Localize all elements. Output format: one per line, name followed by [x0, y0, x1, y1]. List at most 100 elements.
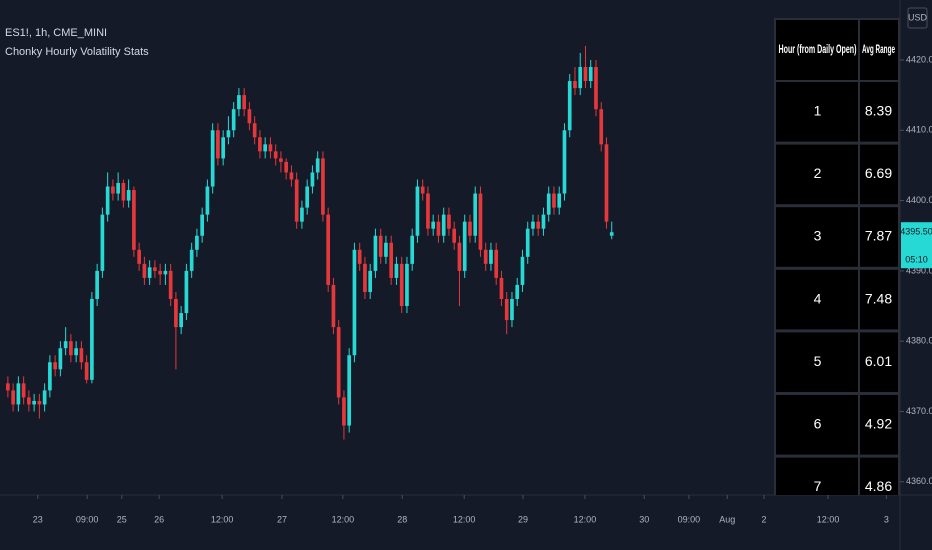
candle-body	[536, 221, 541, 229]
candle-body	[321, 158, 325, 215]
x-tick-label: 26	[154, 514, 164, 524]
candle-body	[258, 137, 262, 152]
candle-body	[599, 109, 604, 145]
candle-body	[137, 249, 141, 264]
candle-body	[184, 270, 189, 314]
candle-body	[247, 109, 252, 124]
candle-body	[473, 193, 478, 236]
candle-body	[273, 151, 278, 159]
candle-body	[111, 186, 115, 194]
candle-body	[16, 383, 21, 405]
candle-body	[210, 130, 215, 187]
candle-body	[478, 193, 483, 250]
candle-body	[326, 214, 331, 285]
y-tick-label: 4420.00	[906, 54, 932, 64]
candle-body	[189, 249, 194, 271]
candle-body	[53, 362, 57, 370]
candles	[6, 45, 614, 440]
candle-body	[373, 235, 378, 271]
candle-body	[441, 214, 446, 236]
table-avg-range: 6.01	[865, 353, 892, 369]
y-tick-label: 4400.00	[906, 195, 932, 205]
candle-body	[604, 144, 609, 222]
candle-body	[331, 284, 336, 328]
candle-body	[231, 109, 236, 131]
table-avg-range: 7.48	[865, 290, 892, 306]
candle-body	[252, 123, 257, 138]
table-cell	[860, 207, 898, 267]
candle-body	[42, 390, 47, 405]
table-avg-range: 8.39	[865, 103, 892, 119]
candle-body	[216, 130, 220, 159]
y-tick-label: 4380.00	[906, 336, 932, 346]
candle-body	[389, 242, 394, 278]
candle-body	[431, 221, 436, 229]
candle-body	[11, 390, 15, 405]
table-hour: 4	[814, 290, 822, 306]
x-tick-label: 27	[277, 514, 287, 524]
candle-body	[168, 270, 173, 299]
x-tick-label: 29	[518, 514, 528, 524]
candle-body	[21, 383, 26, 398]
candle-body	[378, 235, 383, 257]
table-avg-range: 4.92	[865, 416, 892, 432]
candle-body	[394, 263, 399, 278]
candle-body	[410, 235, 415, 264]
candle-body	[294, 179, 299, 222]
table-cell	[776, 395, 858, 455]
candle-body	[468, 221, 472, 236]
candle-body	[546, 193, 551, 215]
candle-body	[205, 186, 210, 215]
candle-body	[6, 383, 10, 391]
candle-body	[147, 267, 152, 278]
table-cell	[860, 269, 898, 330]
x-tick-label: 09:00	[678, 514, 701, 524]
table-hour: 2	[814, 165, 822, 181]
x-tick-label: 23	[33, 514, 43, 524]
price-tag	[901, 222, 932, 269]
table-cell	[860, 20, 898, 80]
candle-body	[499, 277, 504, 299]
candle-body	[300, 207, 304, 222]
candle-body	[105, 186, 110, 215]
currency-box[interactable]	[907, 7, 928, 29]
candle-body	[588, 66, 593, 82]
x-tick-label: 25	[117, 514, 127, 524]
candle-body	[415, 186, 420, 236]
candle-body	[489, 249, 493, 264]
candle-body	[567, 81, 572, 131]
candle-body	[79, 348, 84, 363]
candle-body	[121, 182, 126, 201]
table-cell	[776, 269, 858, 330]
table-header: Hour (from Daily Open)	[779, 42, 857, 56]
candle-body	[221, 137, 225, 159]
candle-body	[58, 348, 63, 370]
x-tick-label: 12:00	[574, 514, 597, 524]
x-tick-label: 2	[761, 514, 766, 524]
candle-body	[352, 249, 357, 356]
x-tick-label: 12:00	[211, 514, 234, 524]
candle-body	[100, 214, 105, 271]
candle-body	[132, 190, 136, 250]
table-cell	[776, 144, 858, 205]
candle-body	[27, 397, 31, 405]
candle-body	[562, 130, 567, 194]
candle-body	[557, 193, 562, 208]
currency[interactable]: USD	[908, 12, 928, 22]
candle-body	[74, 348, 78, 356]
table-cell	[776, 20, 858, 80]
candle-body	[578, 66, 583, 89]
candle-body	[368, 270, 373, 292]
x-tick-label: 12:00	[332, 514, 355, 524]
candle-body	[510, 298, 514, 321]
candle-body	[541, 214, 546, 229]
table-hour: 5	[814, 353, 822, 369]
table-avg-range: 6.69	[865, 165, 892, 181]
candle-body	[583, 66, 588, 82]
table-avg-range: 4.86	[865, 478, 892, 494]
table-cell	[860, 332, 898, 392]
candle-body	[126, 190, 131, 201]
y-tick-label: 4360.00	[906, 476, 932, 486]
candle-body	[95, 270, 99, 299]
